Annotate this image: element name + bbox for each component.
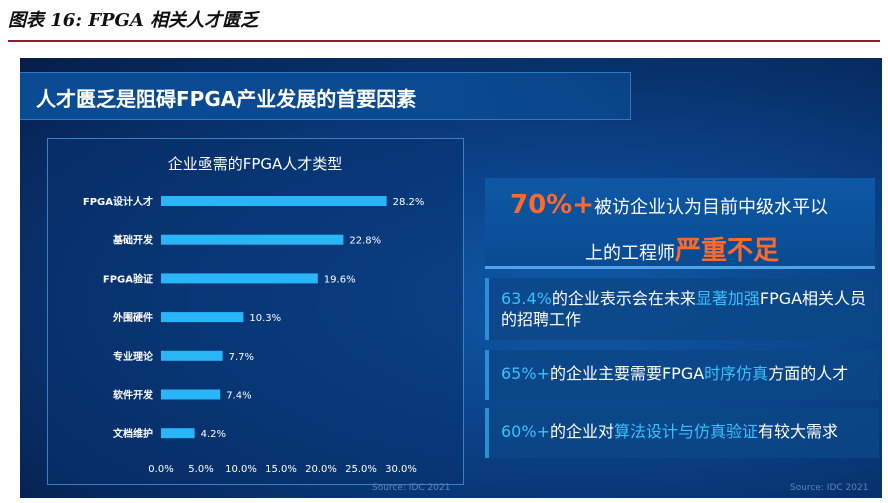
- callout-main-line2: 上的工程师严重不足: [585, 230, 779, 267]
- bar: [161, 273, 318, 284]
- callout-pct: 63.4%: [501, 289, 552, 308]
- x-tick-label: 10.0%: [225, 464, 257, 475]
- callout-pct: 65%+: [501, 364, 550, 383]
- figure-caption: 图表 16: FPGA 相关人才匮乏: [8, 10, 259, 31]
- x-tick-label: 20.0%: [305, 464, 337, 475]
- category-label: 专业理论: [113, 350, 154, 363]
- bar: [161, 350, 223, 361]
- slide-title: 人才匮乏是阻碍FPGA产业发展的首要因素: [36, 87, 417, 111]
- x-tick-label: 30.0%: [385, 464, 417, 475]
- bar: [161, 428, 195, 439]
- value-label: 4.2%: [201, 429, 226, 440]
- callout-text-b: FPGA相关人员的招聘工作: [501, 289, 867, 329]
- callout-highlight: 显著加强: [695, 289, 760, 308]
- callout-text-a: 的企业表示会在未来: [551, 289, 696, 308]
- callout-text-b: 方面的人才: [768, 364, 849, 383]
- callout-card-2: 65%+的企业主要需要FPGA时序仿真方面的人才: [485, 350, 879, 400]
- callout-pct: 60%+: [501, 422, 550, 441]
- callout-text-a: 的企业主要需要FPGA: [549, 364, 705, 383]
- bar-chart: 企业亟需的FPGA人才类型 FPGA设计人才 28.2% 基础开发 22.8% FPGA验…: [83, 155, 425, 475]
- slide-title-bar: 人才匮乏是阻碍FPGA产业发展的首要因素: [20, 72, 631, 120]
- value-label: 7.7%: [229, 352, 254, 363]
- category-label: 外围硬件: [112, 311, 153, 324]
- bar: [161, 389, 221, 400]
- source-note-right: Source: IDC 2021: [790, 483, 869, 493]
- bar: [161, 196, 387, 206]
- value-label: 7.4%: [226, 391, 251, 402]
- callout-main-pct: 70%+: [510, 190, 595, 220]
- callout-highlight: 算法设计与仿真验证: [613, 422, 758, 441]
- slide: 人才匮乏是阻碍FPGA产业发展的首要因素 企业亟需的FPGA人才类型 FPGA设计…: [20, 58, 882, 498]
- callout-highlight: 时序仿真: [704, 364, 769, 383]
- category-label: 基础开发: [112, 234, 154, 247]
- caption-divider: [8, 40, 880, 42]
- callout-main-emphasis: 严重不足: [675, 236, 780, 266]
- value-label: 19.6%: [324, 274, 356, 285]
- x-tick-label: 5.0%: [188, 464, 213, 475]
- value-label: 10.3%: [249, 313, 281, 324]
- value-label: 28.2%: [393, 197, 425, 208]
- callout-text: 65%+的企业主要需要FPGA时序仿真方面的人才: [501, 363, 873, 384]
- x-tick-label: 25.0%: [345, 464, 377, 475]
- category-label: 文档维护: [113, 427, 153, 440]
- x-tick-label: 0.0%: [148, 464, 173, 475]
- category-label: FPGA设计人才: [83, 195, 153, 208]
- category-label: FPGA验证: [103, 272, 153, 285]
- callout-text-a: 的企业对: [549, 422, 614, 441]
- callout-text-b: 有较大需求: [758, 422, 839, 441]
- bar: [161, 312, 244, 323]
- category-label: 软件开发: [113, 389, 154, 402]
- callout-main-text1: 被访企业认为目前中级水平以: [594, 197, 829, 218]
- x-tick-label: 15.0%: [265, 464, 297, 475]
- callout-text: 60%+的企业对算法设计与仿真验证有较大需求: [501, 421, 873, 442]
- callout-main: 70%+被访企业认为目前中级水平以 上的工程师严重不足: [485, 178, 875, 269]
- value-label: 22.8%: [349, 236, 381, 247]
- source-note-left: Source: IDC 2021: [372, 483, 451, 493]
- callout-main-text2: 上的工程师: [585, 243, 675, 264]
- callout-card-3: 60%+的企业对算法设计与仿真验证有较大需求: [485, 408, 879, 458]
- chart-panel: 企业亟需的FPGA人才类型 FPGA设计人才 28.2% 基础开发 22.8% FPGA验…: [47, 138, 464, 485]
- chart-title: 企业亟需的FPGA人才类型: [168, 155, 343, 173]
- callout-text: 63.4%的企业表示会在未来显著加强FPGA相关人员的招聘工作: [501, 288, 873, 330]
- callout-main-line1: 70%+被访企业认为目前中级水平以: [510, 190, 828, 220]
- bar: [161, 234, 344, 245]
- callout-card-1: 63.4%的企业表示会在未来显著加强FPGA相关人员的招聘工作: [485, 278, 879, 340]
